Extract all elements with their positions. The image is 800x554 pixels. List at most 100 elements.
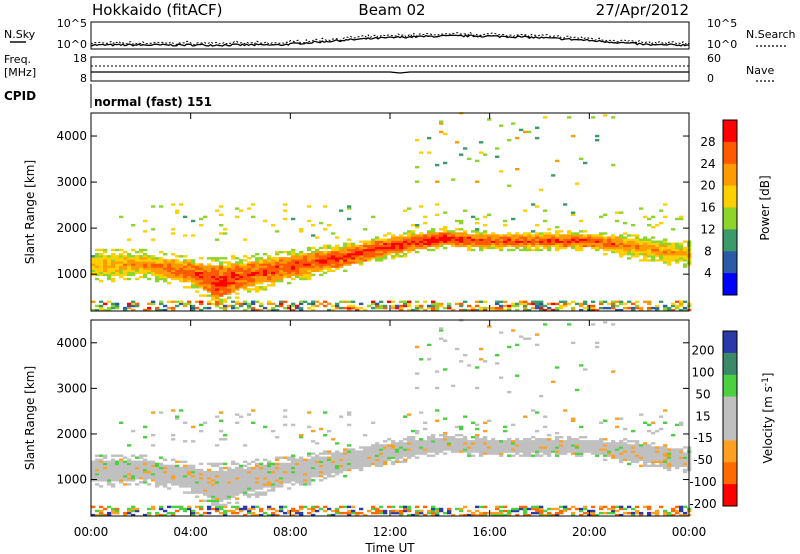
velocity-cell [427, 448, 432, 451]
power-cell [519, 128, 524, 132]
velocity-cell [211, 495, 216, 498]
power-cell [371, 302, 376, 306]
power-cell [399, 240, 404, 243]
velocity-cell [319, 507, 324, 511]
velocity-cell [123, 460, 128, 463]
power-cell [295, 267, 300, 270]
power-cell [283, 217, 288, 221]
power-cell [151, 261, 156, 264]
power-cell [187, 267, 192, 270]
power-cell [379, 238, 384, 241]
velocity-cell [479, 454, 484, 457]
power-cell [675, 217, 680, 221]
power-cell [347, 308, 352, 312]
velocity-cell [487, 444, 492, 447]
velocity-cell [627, 505, 632, 509]
power-cell [491, 238, 496, 241]
power-cell [427, 244, 432, 248]
velocity-cell [571, 444, 576, 447]
velocity-cell [647, 444, 652, 447]
power-cell [263, 273, 268, 277]
power-cell [267, 259, 272, 262]
power-cell [219, 302, 224, 306]
freq-left-tick-bottom: 8 [80, 72, 87, 85]
power-cell [207, 284, 212, 287]
velocity-cell [155, 485, 160, 488]
power-cell [159, 269, 164, 272]
velocity-cell [215, 503, 220, 507]
velocity-cell [207, 470, 212, 474]
velocity-cell [195, 477, 200, 480]
velocity-cell [315, 456, 320, 459]
velocity-cell [287, 509, 292, 513]
power-cell [211, 267, 216, 270]
velocity-cell [319, 462, 324, 466]
velocity-cell [411, 454, 416, 457]
velocity-cell [115, 472, 120, 476]
velocity-cell [127, 507, 132, 511]
velocity-cell [215, 464, 220, 468]
velocity-cell [643, 448, 648, 451]
power-cell [455, 234, 460, 237]
power-cell [611, 244, 616, 248]
velocity-cell [443, 417, 448, 420]
velocity-cell [407, 513, 412, 517]
velocity-cell [275, 456, 280, 459]
power-cell [483, 242, 488, 245]
power-cell [559, 242, 564, 245]
velocity-cell [455, 438, 460, 441]
y-tick-label: 3000 [56, 381, 87, 395]
velocity-cell [299, 460, 304, 463]
velocity-cell [655, 448, 660, 451]
power-cell [191, 275, 196, 279]
velocity-cell [631, 452, 636, 455]
velocity-cell [599, 446, 604, 449]
power-cell [235, 275, 240, 279]
velocity-cell [511, 423, 516, 427]
power-cell [375, 246, 380, 250]
velocity-cell [359, 446, 364, 449]
power-cell [571, 232, 576, 235]
power-cell [547, 236, 552, 239]
power-cell [499, 170, 504, 173]
power-cell [179, 261, 184, 264]
velocity-cell [107, 505, 112, 509]
velocity-cell [403, 505, 408, 509]
power-cell [495, 155, 500, 158]
velocity-cell [299, 466, 304, 470]
velocity-cell [335, 442, 340, 445]
power-cell [275, 304, 280, 308]
velocity-cell [267, 468, 272, 472]
power-cell [667, 248, 672, 252]
power-cell [123, 257, 128, 260]
power-cell [467, 304, 472, 308]
velocity-cell [455, 442, 460, 445]
velocity-cell [371, 454, 376, 457]
power-cell [227, 271, 232, 274]
power-cell [191, 273, 196, 277]
velocity-cell [319, 468, 324, 472]
velocity-cell [563, 509, 568, 513]
power-cell [295, 306, 300, 310]
power-cell [235, 269, 240, 272]
power-cell [127, 277, 132, 281]
velocity-cell [603, 450, 608, 453]
power-cell [579, 234, 584, 237]
power-cell [555, 238, 560, 241]
power-cell [363, 257, 368, 260]
velocity-cell [271, 464, 276, 468]
velocity-cell [415, 444, 420, 447]
power-cell [663, 250, 668, 254]
velocity-cell [179, 472, 184, 476]
power-cell [95, 253, 100, 256]
power-cell [643, 257, 648, 260]
power-cell [655, 253, 660, 256]
power-cell [203, 294, 208, 297]
power-cell [627, 242, 632, 245]
velocity-cell [543, 513, 548, 517]
velocity-cell [119, 460, 124, 463]
velocity-cell [247, 477, 252, 480]
power-cell [675, 300, 680, 303]
power-cell [579, 236, 584, 239]
power-cell [227, 292, 232, 295]
